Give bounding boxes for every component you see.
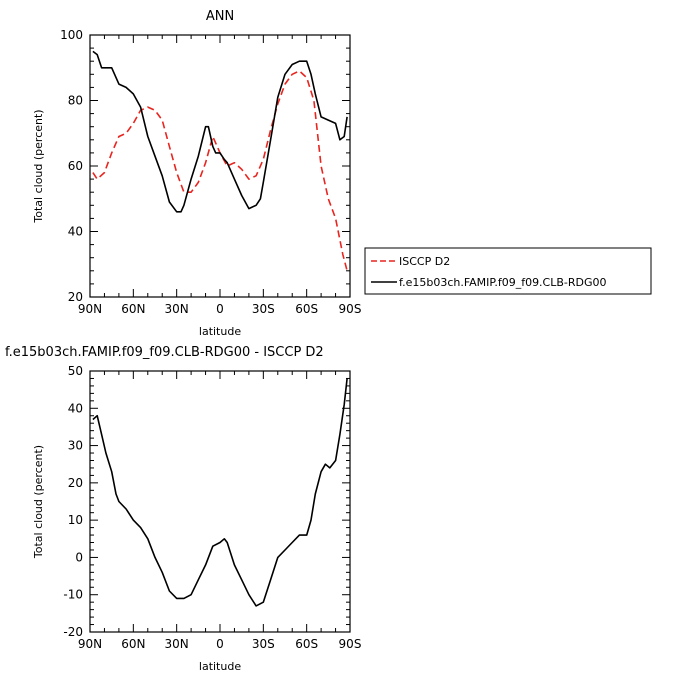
chart-1-x-tick-label: 30S bbox=[252, 302, 275, 316]
chart-1-x-tick-label: 60S bbox=[295, 302, 318, 316]
chart-2-y-tick-label: 40 bbox=[68, 401, 83, 415]
chart-1-x-tick-label: 60N bbox=[121, 302, 145, 316]
chart-2-y-tick-label: -10 bbox=[63, 588, 83, 602]
chart-1-y-tick-label: 100 bbox=[60, 28, 83, 42]
chart-2-y-tick-label: 10 bbox=[68, 513, 83, 527]
chart-1-legend-label: f.e15b03ch.FAMIP.f09_f09.CLB-RDG00 bbox=[399, 276, 607, 289]
chart-2-x-tick-label: 90S bbox=[339, 637, 362, 651]
chart-2-x-tick-label: 30N bbox=[165, 637, 189, 651]
chart-1-y-tick-label: 60 bbox=[68, 159, 83, 173]
chart-1-x-tick-label: 0 bbox=[216, 302, 224, 316]
chart-2-series-1-line bbox=[92, 378, 348, 607]
chart-2-x-tick-label: 60S bbox=[295, 637, 318, 651]
chart-2-y-tick-label: 50 bbox=[68, 364, 83, 378]
chart-2-y-axis-label: Total cloud (percent) bbox=[32, 445, 45, 559]
chart-1-y-axis-label: Total cloud (percent) bbox=[32, 109, 45, 223]
chart-1-x-tick-label: 90N bbox=[78, 302, 102, 316]
chart-2-y-tick-label: 20 bbox=[68, 476, 83, 490]
chart-1-legend-box bbox=[364, 247, 652, 295]
chart-2-title: f.e15b03ch.FAMIP.f09_f09.CLB-RDG00 - ISC… bbox=[5, 345, 324, 360]
chart-2-x-tick-label: 60N bbox=[121, 637, 145, 651]
chart-2-x-axis-label: latitude bbox=[199, 660, 241, 673]
chart-1-x-tick-label: 30N bbox=[165, 302, 189, 316]
chart-1-title: ANN bbox=[206, 9, 234, 24]
chart-1-series-1-line bbox=[92, 70, 348, 272]
chart-2-y-tick-label: 30 bbox=[68, 439, 83, 453]
chart-1-x-tick-label: 90S bbox=[339, 302, 362, 316]
chart-2-plot-frame bbox=[89, 370, 351, 633]
chart-1-series-2-line bbox=[92, 50, 348, 213]
chart-2-y-tick-label: 0 bbox=[75, 550, 83, 564]
chart-2-x-tick-label: 30S bbox=[252, 637, 275, 651]
chart-1-plot-frame bbox=[89, 34, 351, 298]
chart-1-y-tick-label: 80 bbox=[68, 94, 83, 108]
chart-2-x-tick-label: 0 bbox=[216, 637, 224, 651]
chart-2-y-tick-label: -20 bbox=[63, 625, 83, 639]
chart-1-legend-label: ISCCP D2 bbox=[399, 255, 450, 268]
chart-1-x-axis-label: latitude bbox=[199, 325, 241, 338]
chart-1-y-tick-label: 40 bbox=[68, 225, 83, 239]
chart-1-y-tick-label: 20 bbox=[68, 290, 83, 304]
chart-2-x-tick-label: 90N bbox=[78, 637, 102, 651]
